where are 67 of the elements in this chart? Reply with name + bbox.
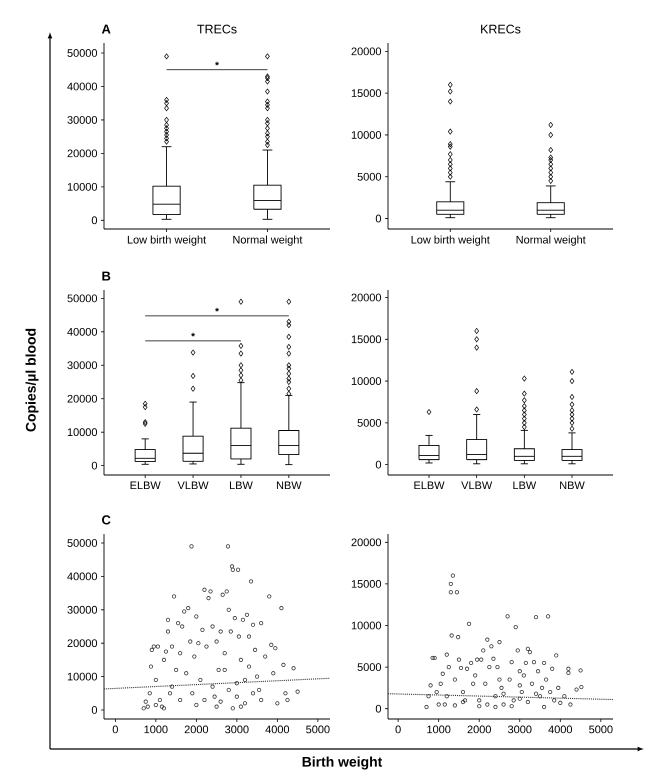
y-tick-label: 0 (376, 214, 382, 222)
y-tick-label: 30000 (67, 116, 98, 124)
y-tick-label: 10000 (352, 622, 382, 630)
y-tick-label: 20000 (352, 47, 382, 56)
annotation: * (215, 308, 219, 312)
y-tick-label: 50000 (67, 49, 98, 57)
x-tick-label: 4000 (548, 726, 572, 734)
y-tick-label: 40000 (67, 572, 98, 580)
y-tick-label: 5000 (358, 663, 382, 671)
y-tick-label: 5000 (358, 172, 382, 181)
text: A (102, 24, 111, 34)
y-tick-label: 15000 (352, 335, 382, 344)
y-tick-label: 10000 (68, 672, 98, 680)
x-tick-label: ELBW (130, 482, 161, 490)
x-tick-label: 5000 (306, 726, 330, 734)
y-tick-label: 30000 (67, 606, 98, 614)
annotation: * (191, 332, 195, 337)
y-tick-label: 10000 (68, 182, 98, 191)
x-tick-label: 3000 (508, 726, 532, 734)
y-tick-label: 20000 (68, 150, 98, 158)
y-tick-label: 0 (376, 460, 382, 469)
chart-title: KRECs (481, 24, 520, 34)
y-tick-label: 15000 (352, 89, 382, 98)
y-tick-label: 0 (92, 706, 98, 714)
x-tick-label: LBW (513, 482, 536, 490)
annotation: * (215, 62, 219, 66)
y-tick-label: 50000 (67, 539, 98, 547)
x-tick-label: 1000 (427, 726, 450, 734)
x-tick-label: 2000 (468, 726, 491, 734)
x-tick-label: NBW (560, 482, 585, 490)
y-tick-label: 0 (92, 462, 98, 470)
y-tick-label: 40000 (67, 82, 98, 90)
y-tick-label: 30000 (67, 361, 98, 370)
y-tick-label: 20000 (68, 394, 98, 403)
x-tick-label: VLBW (461, 482, 492, 490)
text: C (102, 515, 111, 524)
x-tick-label: ELBW (414, 482, 444, 490)
y-tick-label: 50000 (67, 294, 98, 302)
y-tick-label: 0 (376, 704, 382, 713)
x-tick-label: 2000 (184, 726, 208, 734)
x-tick-label: 0 (396, 726, 401, 734)
x-tick-label: Low birth weight (412, 236, 490, 246)
y-tick-label: 20000 (352, 294, 382, 302)
y-tick-label: 10000 (352, 377, 382, 385)
x-tick-label: 1000 (144, 726, 168, 734)
x-tick-label: 3000 (225, 726, 249, 734)
y-tick-label: 20000 (68, 639, 98, 648)
x-tick-label: Normal weight (516, 236, 586, 246)
y-tick-label: 10000 (68, 428, 98, 436)
x-tick-label: 0 (112, 726, 118, 734)
y-tick-label: 15000 (352, 580, 382, 588)
x-tick-label: Normal weight (233, 236, 302, 246)
x-tick-label: 4000 (265, 726, 290, 734)
y-tick-label: 10000 (352, 131, 382, 139)
y-tick-label: 20000 (352, 538, 382, 546)
y-axis-title: Copies/µl blood (25, 328, 39, 432)
x-tick-label: 5000 (589, 726, 613, 734)
text: B (102, 272, 110, 280)
x-tick-label: VLBW (178, 482, 209, 490)
chart-title: TRECs (197, 24, 237, 34)
y-tick-label: 40000 (67, 328, 98, 336)
y-tick-label: 5000 (358, 418, 382, 427)
x-tick-label: LBW (230, 482, 253, 490)
x-axis-title: Birth weight (302, 756, 382, 770)
x-tick-label: Low birth weight (128, 236, 206, 246)
y-tick-label: 0 (92, 216, 98, 224)
x-tick-label: NBW (276, 482, 302, 490)
